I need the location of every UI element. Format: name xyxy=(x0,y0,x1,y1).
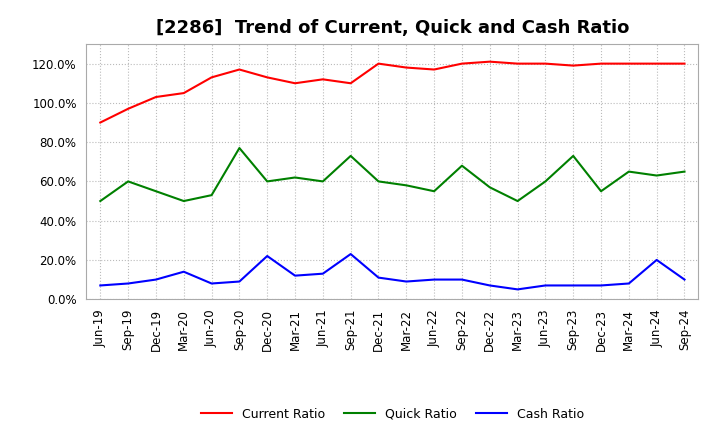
Cash Ratio xyxy=(346,251,355,257)
Cash Ratio xyxy=(124,281,132,286)
Current Ratio xyxy=(263,75,271,80)
Current Ratio xyxy=(680,61,689,66)
Current Ratio xyxy=(458,61,467,66)
Cash Ratio xyxy=(318,271,327,276)
Current Ratio xyxy=(291,81,300,86)
Quick Ratio xyxy=(346,153,355,158)
Quick Ratio xyxy=(485,185,494,190)
Quick Ratio xyxy=(179,198,188,204)
Quick Ratio xyxy=(96,198,104,204)
Cash Ratio xyxy=(652,257,661,263)
Current Ratio xyxy=(569,63,577,68)
Current Ratio xyxy=(124,106,132,111)
Line: Cash Ratio: Cash Ratio xyxy=(100,254,685,290)
Current Ratio xyxy=(624,61,633,66)
Current Ratio xyxy=(513,61,522,66)
Quick Ratio xyxy=(680,169,689,174)
Current Ratio xyxy=(597,61,606,66)
Current Ratio xyxy=(402,65,410,70)
Current Ratio xyxy=(235,67,243,72)
Cash Ratio xyxy=(207,281,216,286)
Quick Ratio xyxy=(291,175,300,180)
Quick Ratio xyxy=(569,153,577,158)
Cash Ratio xyxy=(263,253,271,259)
Cash Ratio xyxy=(96,283,104,288)
Quick Ratio xyxy=(402,183,410,188)
Cash Ratio xyxy=(485,283,494,288)
Title: [2286]  Trend of Current, Quick and Cash Ratio: [2286] Trend of Current, Quick and Cash … xyxy=(156,19,629,37)
Cash Ratio xyxy=(597,283,606,288)
Cash Ratio xyxy=(291,273,300,278)
Quick Ratio xyxy=(652,173,661,178)
Quick Ratio xyxy=(263,179,271,184)
Cash Ratio xyxy=(569,283,577,288)
Line: Current Ratio: Current Ratio xyxy=(100,62,685,122)
Current Ratio xyxy=(96,120,104,125)
Cash Ratio xyxy=(402,279,410,284)
Cash Ratio xyxy=(430,277,438,282)
Cash Ratio xyxy=(624,281,633,286)
Current Ratio xyxy=(346,81,355,86)
Quick Ratio xyxy=(318,179,327,184)
Quick Ratio xyxy=(207,193,216,198)
Quick Ratio xyxy=(430,189,438,194)
Current Ratio xyxy=(485,59,494,64)
Cash Ratio xyxy=(541,283,550,288)
Cash Ratio xyxy=(152,277,161,282)
Current Ratio xyxy=(430,67,438,72)
Current Ratio xyxy=(652,61,661,66)
Current Ratio xyxy=(374,61,383,66)
Current Ratio xyxy=(207,75,216,80)
Quick Ratio xyxy=(374,179,383,184)
Quick Ratio xyxy=(597,189,606,194)
Current Ratio xyxy=(318,77,327,82)
Quick Ratio xyxy=(235,145,243,150)
Current Ratio xyxy=(152,94,161,99)
Line: Quick Ratio: Quick Ratio xyxy=(100,148,685,201)
Quick Ratio xyxy=(152,189,161,194)
Cash Ratio xyxy=(458,277,467,282)
Legend: Current Ratio, Quick Ratio, Cash Ratio: Current Ratio, Quick Ratio, Cash Ratio xyxy=(196,403,589,425)
Quick Ratio xyxy=(624,169,633,174)
Cash Ratio xyxy=(513,287,522,292)
Quick Ratio xyxy=(124,179,132,184)
Quick Ratio xyxy=(458,163,467,169)
Current Ratio xyxy=(541,61,550,66)
Cash Ratio xyxy=(179,269,188,275)
Cash Ratio xyxy=(374,275,383,280)
Cash Ratio xyxy=(235,279,243,284)
Current Ratio xyxy=(179,91,188,96)
Cash Ratio xyxy=(680,277,689,282)
Quick Ratio xyxy=(513,198,522,204)
Quick Ratio xyxy=(541,179,550,184)
